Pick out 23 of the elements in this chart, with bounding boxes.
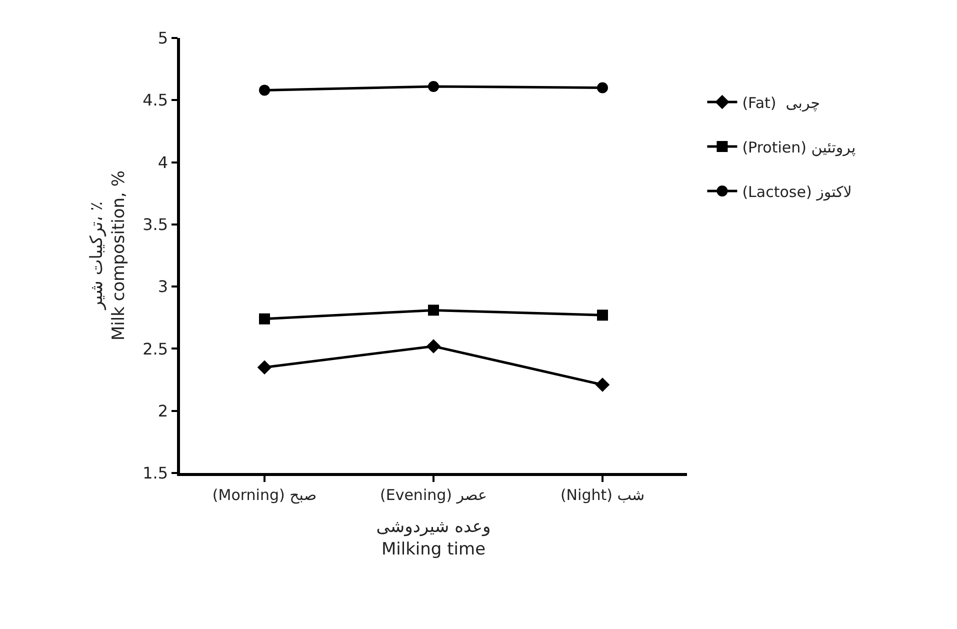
point bbox=[259, 313, 270, 324]
y-tick-label: 5 bbox=[158, 28, 168, 48]
y-tick-label: 1.5 bbox=[142, 464, 168, 483]
point bbox=[426, 339, 441, 354]
y-tick-label: 4 bbox=[158, 152, 168, 172]
point bbox=[259, 84, 270, 96]
legend-label: (Fat) چربی bbox=[742, 94, 820, 112]
y-tick-label: 3 bbox=[158, 277, 168, 296]
x-tick-label: (Evening) عصر bbox=[380, 486, 487, 504]
x-tick-label: (Night) شب bbox=[560, 486, 645, 504]
legend-label: (Lactose) لاکتوز bbox=[742, 182, 852, 201]
point bbox=[597, 82, 608, 94]
legend-label: (Protien) پروتئین bbox=[742, 138, 856, 156]
y-tick-label: 3.5 bbox=[142, 215, 168, 234]
point bbox=[257, 360, 272, 375]
x-tick-label: (Morning) صبح bbox=[212, 486, 317, 504]
point bbox=[595, 378, 610, 392]
point bbox=[597, 310, 608, 321]
point bbox=[428, 304, 439, 316]
y-tick-label: 2.5 bbox=[142, 339, 168, 358]
y-tick-label: 4.5 bbox=[142, 90, 168, 110]
point bbox=[428, 80, 439, 92]
y-tick-label: 2 bbox=[158, 401, 168, 420]
